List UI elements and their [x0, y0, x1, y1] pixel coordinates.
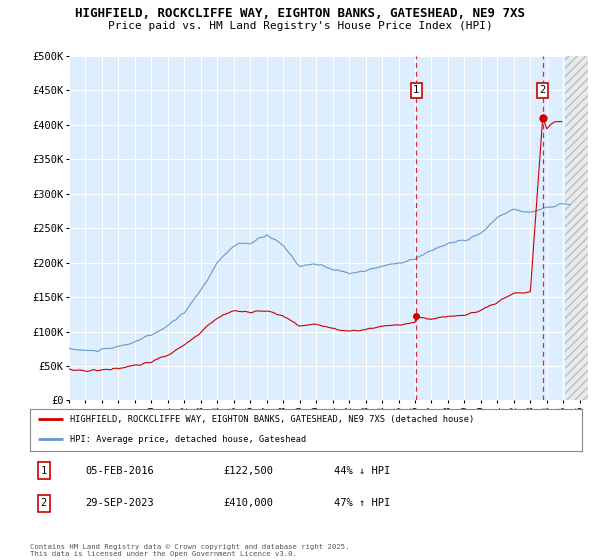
Text: 2: 2	[539, 86, 546, 95]
Text: 1: 1	[413, 86, 419, 95]
Text: £410,000: £410,000	[223, 498, 273, 508]
Text: 44% ↓ HPI: 44% ↓ HPI	[334, 465, 390, 475]
Text: £122,500: £122,500	[223, 465, 273, 475]
Text: 2: 2	[41, 498, 47, 508]
Text: Contains HM Land Registry data © Crown copyright and database right 2025.
This d: Contains HM Land Registry data © Crown c…	[30, 544, 349, 557]
Text: HIGHFIELD, ROCKCLIFFE WAY, EIGHTON BANKS, GATESHEAD, NE9 7XS: HIGHFIELD, ROCKCLIFFE WAY, EIGHTON BANKS…	[75, 7, 525, 20]
Bar	[565, 56, 588, 400]
Text: 47% ↑ HPI: 47% ↑ HPI	[334, 498, 390, 508]
Text: 05-FEB-2016: 05-FEB-2016	[85, 465, 154, 475]
Text: Price paid vs. HM Land Registry's House Price Index (HPI): Price paid vs. HM Land Registry's House …	[107, 21, 493, 31]
Bar	[565, 56, 588, 400]
Text: 29-SEP-2023: 29-SEP-2023	[85, 498, 154, 508]
Text: HIGHFIELD, ROCKCLIFFE WAY, EIGHTON BANKS, GATESHEAD, NE9 7XS (detached house): HIGHFIELD, ROCKCLIFFE WAY, EIGHTON BANKS…	[70, 415, 474, 424]
Text: HPI: Average price, detached house, Gateshead: HPI: Average price, detached house, Gate…	[70, 435, 306, 444]
Text: 1: 1	[41, 465, 47, 475]
